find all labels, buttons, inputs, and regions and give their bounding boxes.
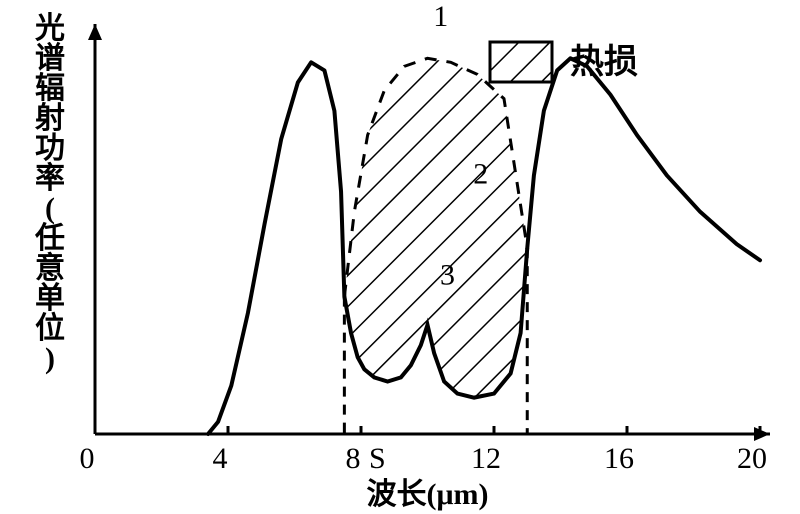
x-tick-label: 20 (737, 442, 767, 475)
svg-text:任: 任 (34, 222, 65, 255)
annotation-label: 2 (473, 158, 488, 191)
left-solid-curve (208, 62, 344, 434)
svg-text:): ) (45, 342, 55, 375)
svg-text:率: 率 (35, 162, 65, 195)
legend-label: 热损 (570, 43, 638, 81)
svg-text:(: ( (45, 192, 55, 225)
x-s-label: S (369, 442, 386, 475)
y-axis-label: 光谱辐射功率(任意单位) (34, 12, 65, 375)
svg-text:射: 射 (35, 102, 65, 135)
x-tick-label: 12 (471, 442, 501, 475)
x-tick-label: 16 (604, 442, 634, 475)
x-tick-label: 4 (213, 442, 228, 475)
x-tick-label: 0 (80, 442, 95, 475)
chart-container: 048121620S波长(μm)光谱辐射功率(任意单位)123热损 (0, 0, 800, 514)
svg-text:功: 功 (35, 132, 65, 165)
svg-text:辐: 辐 (35, 72, 65, 105)
annotation-label: 3 (440, 259, 455, 292)
svg-text:意: 意 (35, 251, 65, 285)
x-axis-label: 波长(μm) (367, 478, 489, 511)
annotation-label: 1 (433, 0, 448, 33)
x-axis-arrow (754, 427, 770, 441)
x-tick-label: 8 (346, 442, 361, 475)
y-axis-arrow (88, 24, 102, 40)
right-solid-curve (527, 58, 760, 260)
hatched-region (344, 58, 527, 397)
svg-text:谱: 谱 (35, 42, 65, 75)
svg-text:位: 位 (35, 311, 65, 345)
svg-text:单: 单 (35, 282, 65, 315)
svg-text:光: 光 (35, 12, 65, 45)
spectral-chart: 048121620S波长(μm)光谱辐射功率(任意单位)123热损 (0, 0, 800, 514)
legend-swatch (490, 42, 552, 82)
